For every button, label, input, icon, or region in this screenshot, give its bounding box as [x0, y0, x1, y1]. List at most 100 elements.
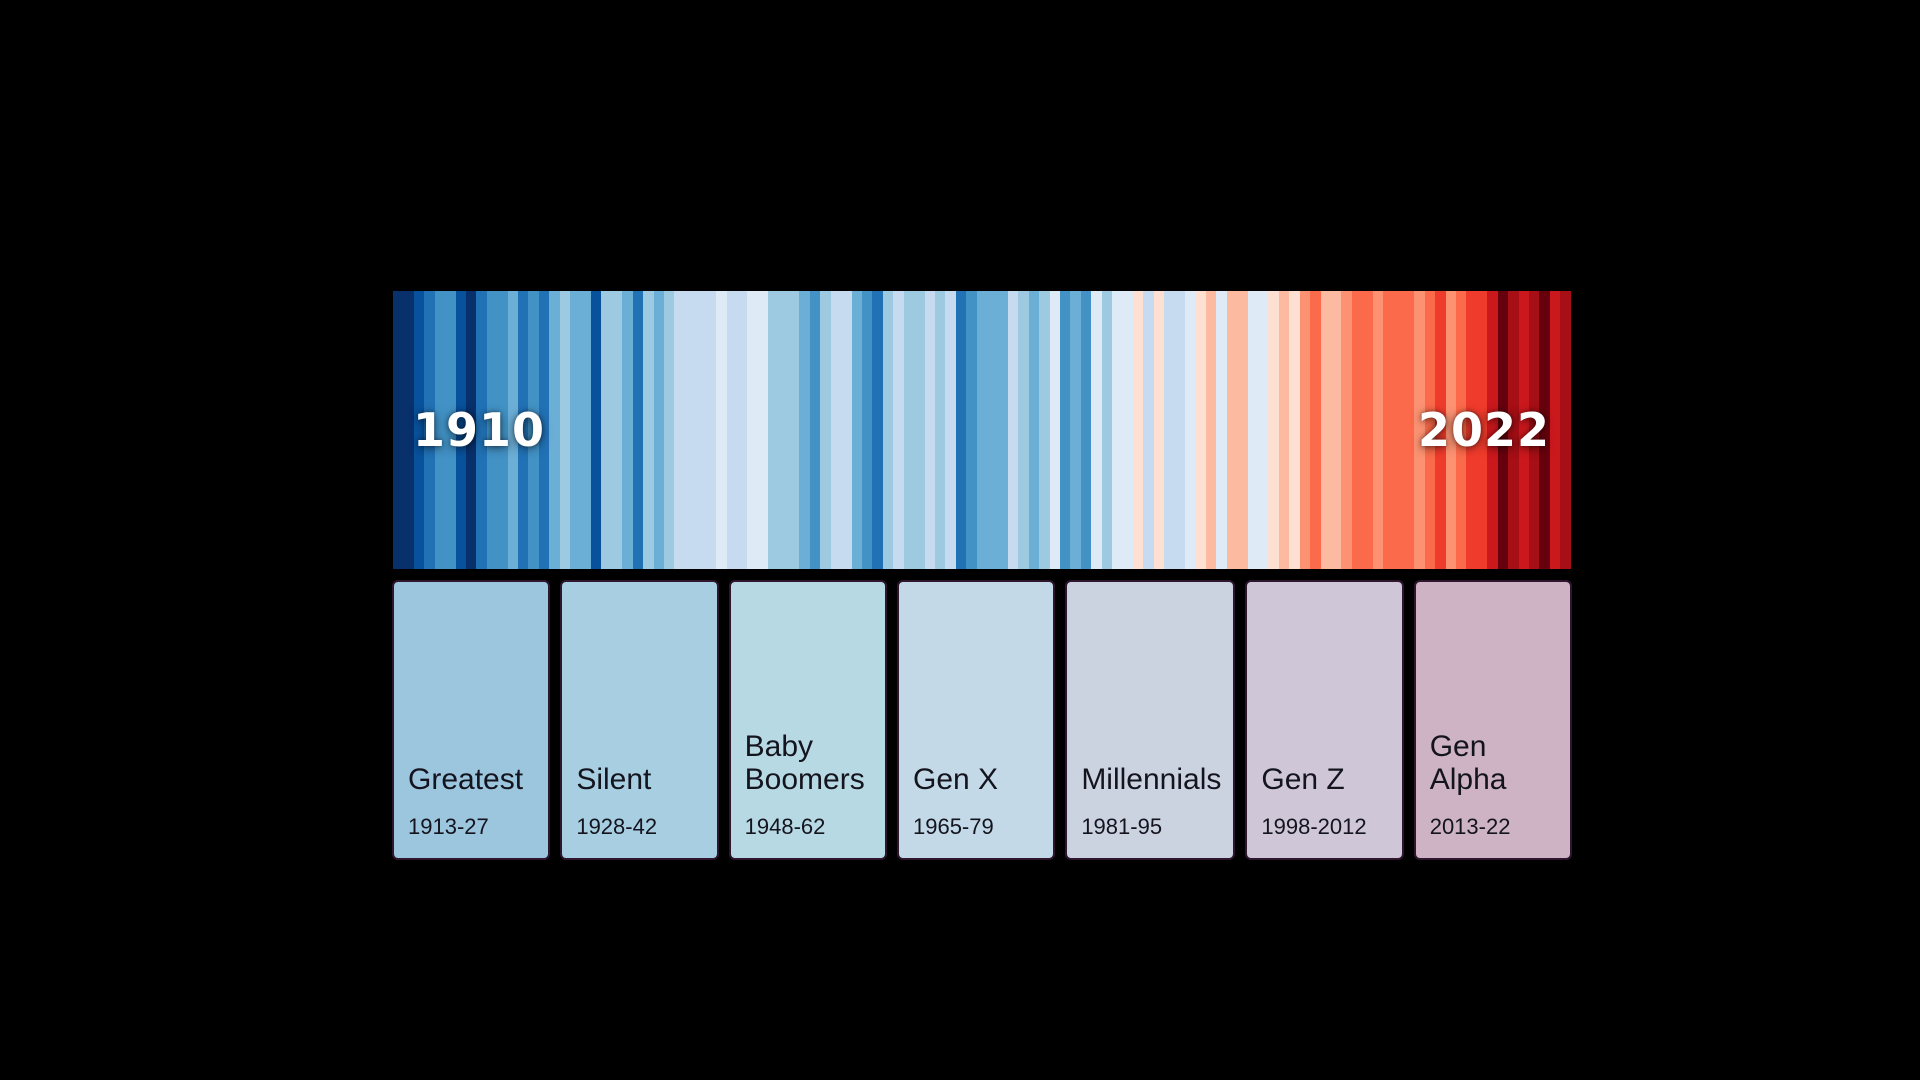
generation-card: Gen Alpha 2013-22 [1413, 580, 1573, 860]
year-stripe [507, 291, 519, 569]
year-stripe [1476, 291, 1488, 569]
year-stripe [1070, 291, 1081, 569]
year-stripe [1101, 291, 1113, 569]
generation-cards-row: Greatest 1913-27 Silent 1928-42 Baby Boomers… [392, 580, 1573, 860]
year-stripe [716, 291, 727, 569]
year-stripe [497, 291, 508, 569]
year-stripe [1018, 291, 1029, 569]
year-stripe [1080, 291, 1092, 569]
year-stripe [945, 291, 956, 569]
year-stripe [663, 291, 675, 569]
stripes-strip [393, 291, 1571, 569]
year-stripe [684, 291, 696, 569]
year-stripe [799, 291, 810, 569]
year-stripe [1278, 291, 1290, 569]
year-stripe [1205, 291, 1217, 569]
year-stripe [841, 291, 852, 569]
year-stripe [476, 291, 487, 569]
year-stripe [1299, 291, 1311, 569]
year-stripe [1403, 291, 1415, 569]
year-stripe [851, 291, 862, 569]
generation-card: Gen Z 1998-2012 [1245, 580, 1404, 860]
year-stripe [976, 291, 988, 569]
year-stripe [966, 291, 977, 569]
stripes-bar: 1910 2022 [393, 291, 1571, 569]
year-stripe [903, 291, 915, 569]
year-stripe [580, 291, 592, 569]
year-stripe [1508, 291, 1519, 569]
end-year-label: 2022 [1417, 403, 1550, 457]
generation-years: 1913-27 [408, 814, 489, 839]
year-stripe [434, 291, 446, 569]
generation-name: Baby Boomers [744, 730, 865, 796]
year-stripe [1164, 291, 1175, 569]
year-stripe [1195, 291, 1206, 569]
year-stripe [403, 291, 414, 569]
generation-name: Greatest [408, 763, 524, 796]
generation-years: 1965-79 [912, 814, 994, 839]
year-stripe [1560, 291, 1571, 569]
year-stripe [872, 291, 883, 569]
year-stripe [1466, 291, 1477, 569]
year-stripe [1049, 291, 1060, 569]
year-stripe [518, 291, 529, 569]
year-stripe [528, 291, 539, 569]
year-stripe [1039, 291, 1050, 569]
year-stripe [1060, 291, 1071, 569]
year-stripe [1028, 291, 1040, 569]
year-stripe [1216, 291, 1227, 569]
year-stripe [1320, 291, 1331, 569]
generation-years: 1981-95 [1081, 814, 1163, 839]
year-stripe [486, 291, 498, 569]
year-stripe [809, 291, 821, 569]
year-stripe [1143, 291, 1154, 569]
year-stripe [445, 291, 456, 569]
generation-card: Millennials 1981-95 [1065, 580, 1236, 860]
year-stripe [1351, 291, 1363, 569]
generation-name: Gen Alpha [1429, 730, 1507, 796]
year-stripe [820, 291, 831, 569]
year-stripe [1435, 291, 1446, 569]
year-stripe [789, 291, 800, 569]
year-stripe [643, 291, 654, 569]
year-stripe [747, 291, 758, 569]
year-stripe [997, 291, 1008, 569]
year-stripe [1393, 291, 1404, 569]
year-stripe [622, 291, 633, 569]
year-stripe [393, 291, 404, 569]
year-stripe [1456, 291, 1467, 569]
year-stripe [1112, 291, 1123, 569]
generation-name: Millennials [1081, 763, 1222, 796]
year-stripe [757, 291, 769, 569]
year-stripe [601, 291, 612, 569]
year-stripe [1372, 291, 1384, 569]
year-stripe [1247, 291, 1259, 569]
year-stripe [653, 291, 664, 569]
generation-card: Gen X 1965-79 [896, 580, 1056, 860]
year-stripe [1487, 291, 1498, 569]
year-stripe [736, 291, 748, 569]
year-stripe [726, 291, 737, 569]
year-stripe [559, 291, 571, 569]
year-stripe [455, 291, 466, 569]
year-stripe [611, 291, 623, 569]
year-stripe [424, 291, 435, 569]
generation-years: 1948-62 [744, 814, 826, 839]
year-stripe [1539, 291, 1550, 569]
year-stripe [674, 291, 685, 569]
year-stripe [1132, 291, 1144, 569]
year-stripe [861, 291, 873, 569]
year-stripe [1518, 291, 1529, 569]
year-stripe [924, 291, 935, 569]
year-stripe [538, 291, 550, 569]
generation-years: 1928-42 [576, 814, 658, 839]
year-stripe [830, 291, 842, 569]
generation-card: Greatest 1913-27 [392, 580, 551, 860]
generation-name: Silent [576, 763, 652, 796]
year-stripe [768, 291, 779, 569]
year-stripe [695, 291, 706, 569]
generation-years: 2013-22 [1429, 814, 1511, 839]
year-stripe [549, 291, 560, 569]
year-stripe [1528, 291, 1540, 569]
